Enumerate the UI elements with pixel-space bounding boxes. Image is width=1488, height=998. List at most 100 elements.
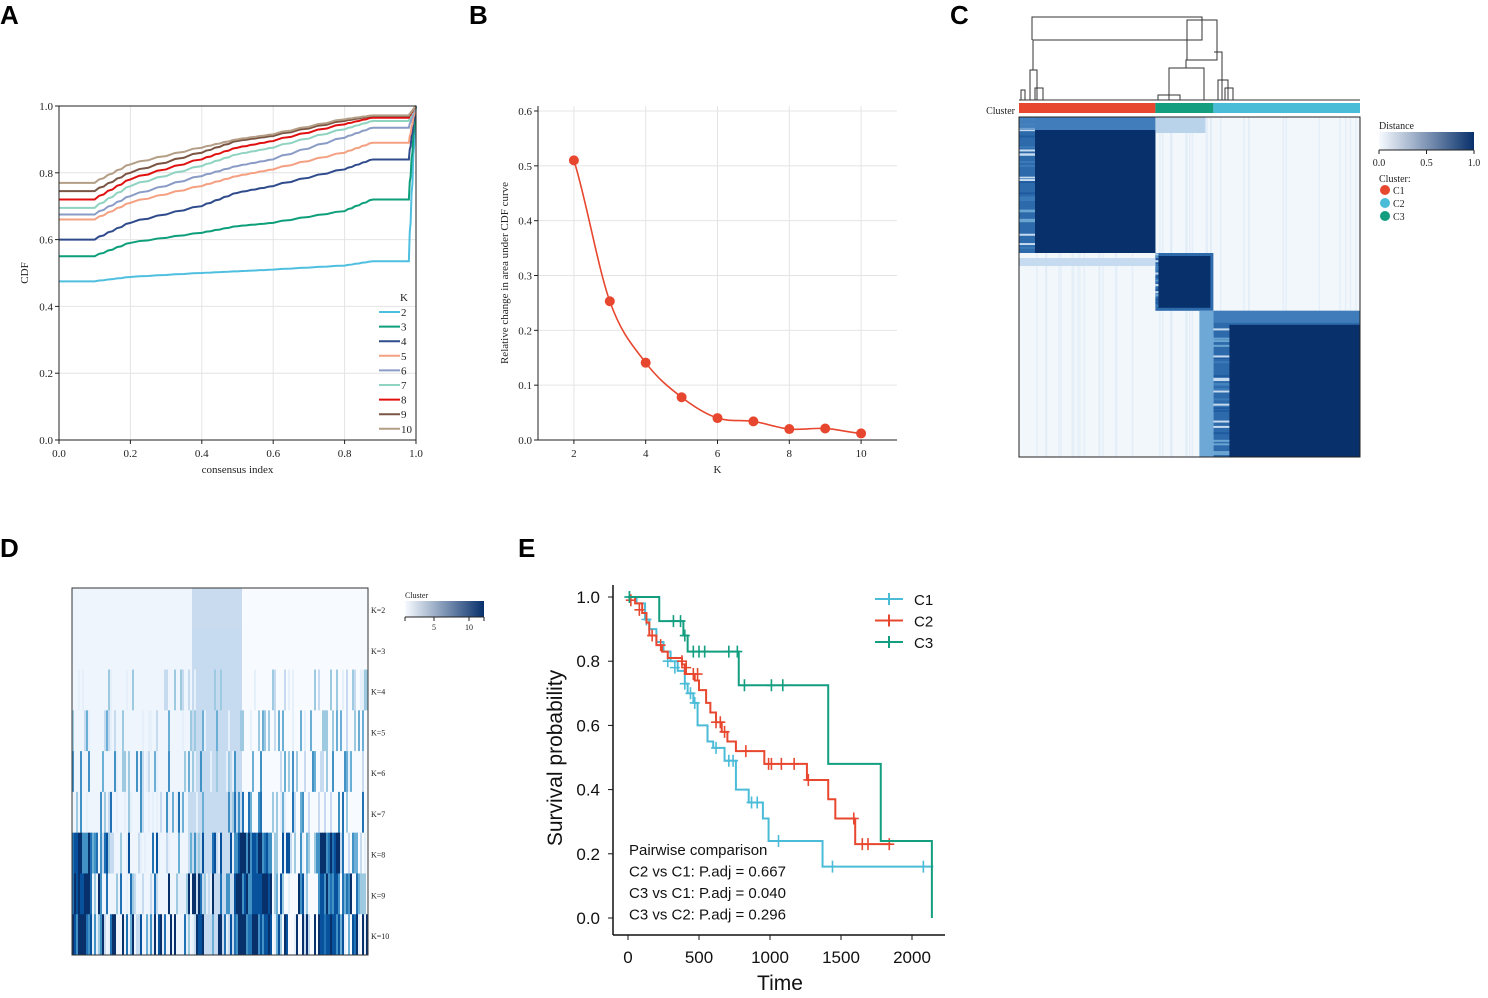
heatmap-stripe [1219,117,1222,457]
cluster-cell [344,914,347,956]
cluster-cell [284,873,287,915]
cluster-cell [174,873,177,915]
heatmap-cell [1213,443,1230,446]
cluster-cell [312,710,315,752]
cluster-cell [84,873,87,915]
cluster-cell [248,914,251,956]
cluster-cell [208,669,211,711]
cluster-cell [120,751,123,793]
cluster-cell [362,588,365,630]
cluster-cell [232,588,235,630]
cluster-cell [356,873,359,915]
cluster-cell [112,710,115,752]
cluster-cell [74,628,77,670]
heatmap-cell [1019,176,1035,179]
cluster-cell [192,669,195,711]
cluster-cell [164,791,167,833]
heatmap-cell [1019,220,1035,223]
cluster-cell [244,791,247,833]
cluster-cell [348,791,351,833]
cluster-cell [104,751,107,793]
cluster-cell [282,669,285,711]
cluster-cell [204,669,207,711]
cluster-cell [166,873,169,915]
censor-mark-C3 [723,645,734,658]
cluster-cell [100,628,103,670]
cluster-cell [72,914,75,956]
cluster-cell [118,751,121,793]
cluster-cell [326,669,329,711]
cluster-cell [140,914,143,956]
heatmap-stripe [1248,117,1250,457]
cluster-cell [154,791,157,833]
cluster-cell [86,832,89,874]
heatmap-cell [1019,179,1035,182]
heatmap-core-C3 [1158,256,1211,308]
cluster-cell [346,832,349,874]
cluster-cell [210,873,213,915]
cluster-cell [100,710,103,752]
cluster-cell [346,588,349,630]
censor-mark-C1 [685,687,696,700]
cluster-cell [218,832,221,874]
cluster-cell [276,832,279,874]
cluster-cell [256,588,259,630]
panel-label-C: C [950,0,969,30]
cluster-cell [306,914,309,956]
cluster-cell [224,628,227,670]
cluster-cell [182,669,185,711]
cluster-cell [298,873,301,915]
heatmap-cell [1213,439,1230,442]
heatmap-cell [1155,272,1159,275]
cluster-cell [304,873,307,915]
delta-area-point-k8 [784,424,795,435]
cluster-cell [366,628,369,670]
cluster-cell [330,588,333,630]
cluster-cell [148,588,151,630]
cluster-cell [358,588,361,630]
censor-mark-C2 [719,725,730,738]
cluster-cell [328,873,331,915]
cluster-cell [76,873,79,915]
cluster-cell [120,914,123,956]
legend-label-k9: 9 [401,409,407,421]
censor-mark-C1 [918,860,929,873]
cluster-cell [148,832,151,874]
cluster-cell [176,628,179,670]
cluster-cell [240,628,243,670]
cluster-cell [326,914,329,956]
cluster-cell [172,588,175,630]
cluster-cell [314,588,317,630]
row-label: K=2 [371,606,385,615]
cluster-cell [260,873,263,915]
heatmap-cell [1155,284,1159,287]
cluster-cell [364,791,367,833]
cluster-cell [108,588,111,630]
cluster-cell [198,588,201,630]
cluster-cell [182,588,185,630]
cluster-cell [344,628,347,670]
cluster-cell [144,832,147,874]
cluster-cell [186,873,189,915]
cluster-cell [326,710,329,752]
cluster-cell [156,588,159,630]
cdf-line-k7 [59,105,417,209]
cluster-cell [140,669,143,711]
cluster-cell [140,628,143,670]
cluster-cell [140,588,143,630]
cluster-cell [250,588,253,630]
cluster-cell [230,669,233,711]
heatmap-stripe [1115,117,1118,457]
cluster-cell [132,791,135,833]
cluster-cell [220,751,223,793]
cluster-cell [328,710,331,752]
cluster-cell [204,914,207,956]
cluster-cell [190,791,193,833]
cluster-cell [324,669,327,711]
cluster-cell [134,914,137,956]
cluster-cell [342,873,345,915]
cluster-cell [130,628,133,670]
cluster-cell [152,791,155,833]
cluster-cell [252,914,255,956]
